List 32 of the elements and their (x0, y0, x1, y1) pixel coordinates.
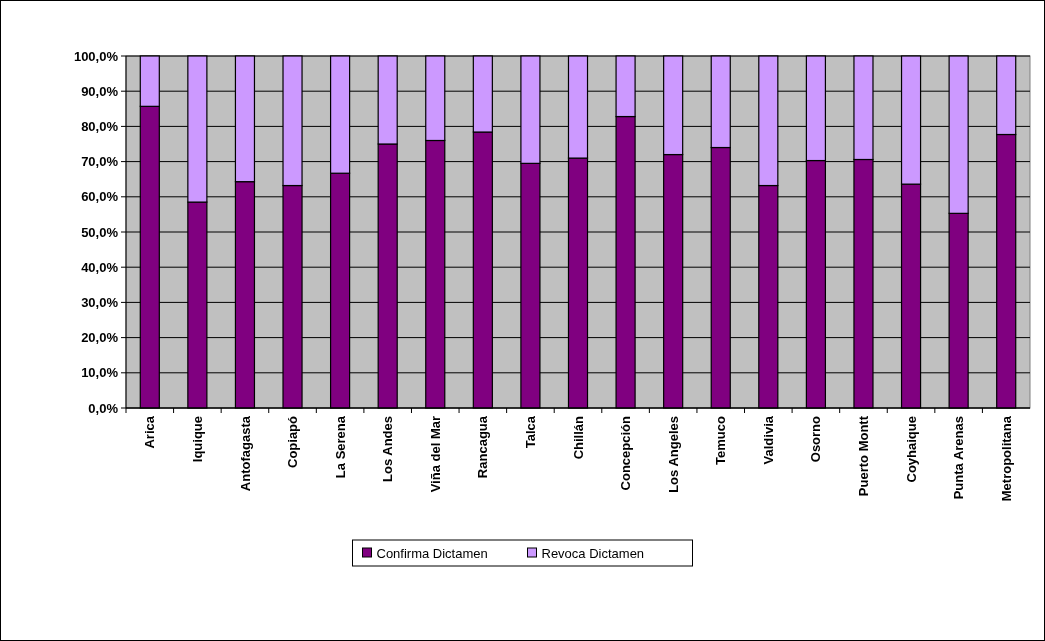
x-tick-label: Osorno (808, 415, 824, 463)
x-tick-label: Metropolitana (998, 415, 1014, 502)
y-tick-label: 70,0% (81, 154, 119, 170)
x-tick-label: La Serena (332, 415, 348, 479)
y-tick-label: 80,0% (81, 118, 119, 134)
x-tick-label: Los Andes (380, 416, 396, 482)
x-tick-label: Talca (522, 415, 538, 449)
legend-label: Confirma Dictamen (376, 545, 488, 561)
x-tick-label: Arica (142, 415, 158, 449)
x-tick-label: Punta Arenas (951, 416, 967, 500)
y-tick-label: 50,0% (81, 224, 119, 240)
y-tick-label: 30,0% (81, 294, 119, 310)
x-tick-label: Rancagua (475, 415, 491, 479)
x-tick-label: Copiapó (285, 415, 301, 468)
y-tick-label: 100,0% (73, 48, 119, 64)
x-tick-label: Valdivia (760, 415, 776, 465)
y-tick-label: 20,0% (81, 330, 119, 346)
y-tick-label: 10,0% (81, 365, 119, 381)
x-tick-label: Concepción (618, 415, 634, 491)
x-tick-label: Chillán (570, 415, 586, 460)
x-tick-label: Coyhaique (903, 416, 919, 483)
legend-label: Revoca Dictamen (541, 545, 645, 561)
y-tick-label: 0,0% (88, 400, 119, 416)
x-tick-label: Iquique (189, 416, 205, 463)
x-tick-label: Viña del Mar (427, 416, 443, 493)
y-tick-label: 60,0% (81, 189, 119, 205)
x-tick-label: Los Angeles (665, 416, 681, 493)
x-tick-label: Temuco (713, 415, 729, 465)
x-tick-label: Antofagasta (237, 415, 253, 492)
y-tick-label: 40,0% (81, 259, 119, 275)
x-tick-label: Puerto Montt (856, 415, 872, 497)
y-tick-label: 90,0% (81, 83, 119, 99)
